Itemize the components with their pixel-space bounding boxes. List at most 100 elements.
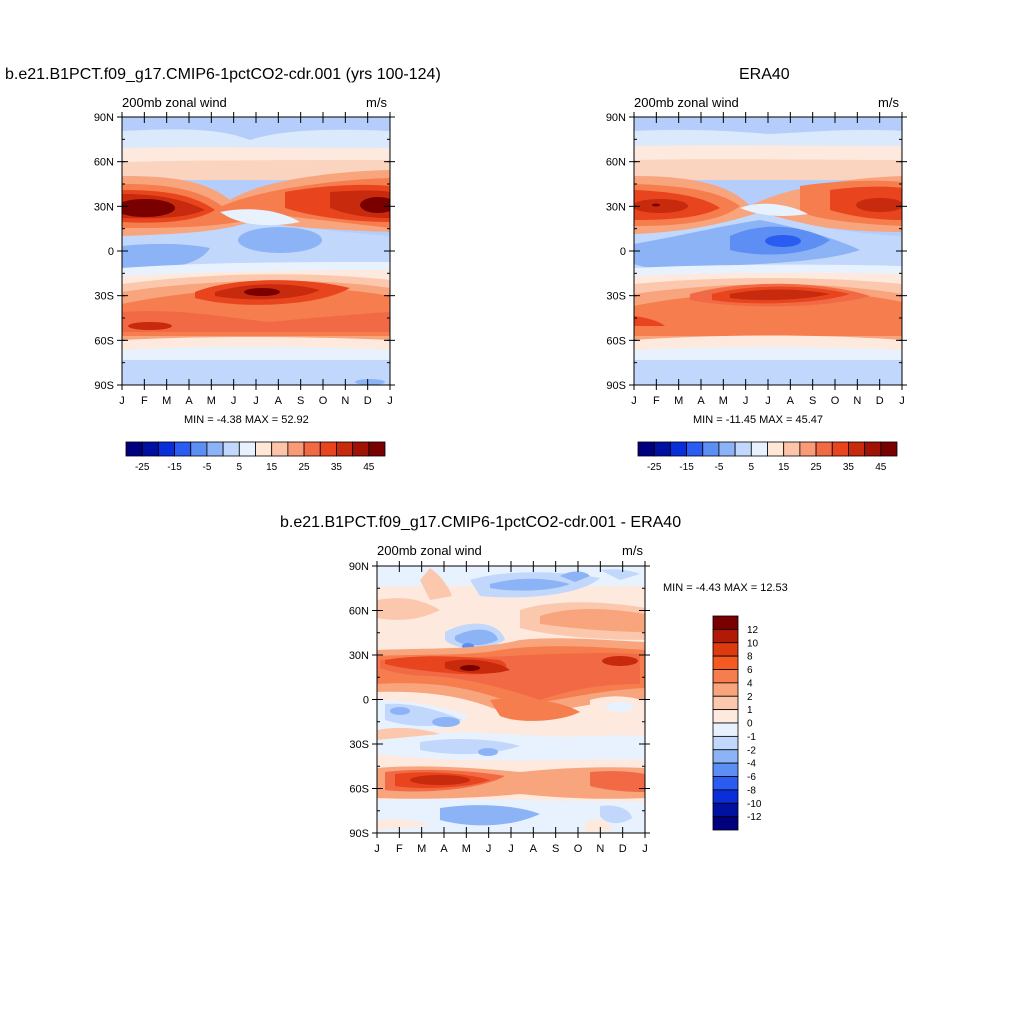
x-tick-label: N — [853, 395, 861, 407]
x-tick-label: F — [396, 843, 403, 855]
panel2-colorbar: -25 -15 -5 5 15 25 35 45 — [637, 441, 898, 473]
colorbar-label: -1 — [747, 732, 756, 743]
colorbar-swatch — [848, 441, 866, 457]
colorbar-swatch — [669, 441, 687, 457]
colorbar-swatch — [157, 441, 175, 457]
colorbar-swatch — [712, 776, 739, 791]
x-tick-label: J — [374, 843, 380, 855]
x-tick-label: J — [899, 395, 905, 407]
x-tick-label: J — [119, 395, 125, 407]
panel2-title: ERA40 — [739, 66, 790, 83]
colorbar-swatch — [319, 441, 337, 457]
colorbar-label: 35 — [843, 462, 855, 473]
y-tick-label: 90N — [606, 112, 626, 124]
x-tick-label: J — [642, 843, 648, 855]
colorbar-swatch — [712, 709, 739, 724]
x-tick-label: M — [719, 395, 728, 407]
x-tick-label: J — [231, 395, 237, 407]
y-tick-label: 60N — [606, 157, 626, 169]
panel2-minmax: MIN = -11.45 MAX = 45.47 — [693, 414, 824, 426]
colorbar-label: 15 — [266, 462, 278, 473]
colorbar-label: 5 — [749, 462, 755, 473]
colorbar-swatch — [287, 441, 305, 457]
panel1-axes: 90N 60N 30N 0 30S 60S 90S J F M A M J J A S O N D J — [94, 112, 395, 407]
y-tick-label: 30N — [94, 201, 114, 213]
colorbar-swatch — [352, 441, 370, 457]
colorbar-label: 10 — [747, 638, 759, 649]
colorbar-swatch — [718, 441, 736, 457]
colorbar-label: 2 — [747, 692, 753, 703]
panel3-minmax: MIN = -4.43 MAX = 12.53 — [663, 582, 788, 594]
colorbar-swatch — [653, 441, 671, 457]
colorbar-swatch — [712, 722, 739, 737]
colorbar-swatch — [712, 802, 739, 818]
x-tick-label: J — [387, 395, 393, 407]
x-tick-label: A — [697, 395, 705, 407]
colorbar-swatch — [734, 441, 752, 457]
colorbar-swatch — [712, 642, 739, 657]
y-tick-label: 90N — [94, 112, 114, 124]
colorbar-label: -12 — [747, 812, 762, 823]
colorbar-swatch — [712, 615, 739, 630]
y-tick-label: 30S — [349, 739, 369, 751]
panel1-variable-label: 200mb zonal wind — [122, 95, 227, 110]
colorbar-swatch — [336, 441, 354, 457]
colorbar-label: 25 — [299, 462, 311, 473]
colorbar-label: 35 — [331, 462, 343, 473]
x-tick-label: N — [596, 843, 604, 855]
colorbar-swatch — [368, 441, 386, 457]
colorbar-swatch — [880, 441, 898, 457]
panel3-title: b.e21.B1PCT.f09_g17.CMIP6-1pctCO2-cdr.00… — [280, 514, 682, 531]
y-tick-label: 0 — [620, 246, 626, 258]
colorbar-swatch — [783, 441, 801, 457]
y-tick-label: 0 — [363, 695, 369, 707]
panel1-colorbar: -25 -15 -5 5 15 25 35 45 — [125, 441, 386, 473]
colorbar-label: -8 — [747, 785, 756, 796]
colorbar-label: -5 — [714, 462, 723, 473]
x-tick-label: O — [831, 395, 840, 407]
colorbar-swatch — [831, 441, 849, 457]
x-tick-label: M — [207, 395, 216, 407]
colorbar-label: 6 — [747, 665, 753, 676]
colorbar-swatch — [864, 441, 882, 457]
y-tick-label: 30S — [606, 291, 626, 303]
colorbar-label: -6 — [747, 772, 756, 783]
x-tick-label: J — [765, 395, 771, 407]
panel2-units-label: m/s — [878, 95, 899, 110]
colorbar-swatch — [303, 441, 321, 457]
colorbar-label: -2 — [747, 745, 756, 756]
colorbar-label: 0 — [747, 719, 753, 730]
y-tick-label: 30N — [349, 650, 369, 662]
colorbar-swatch — [125, 441, 143, 457]
x-tick-label: O — [574, 843, 583, 855]
x-tick-label: D — [364, 395, 372, 407]
y-tick-label: 60N — [349, 606, 369, 618]
colorbar-label: 5 — [237, 462, 243, 473]
y-tick-label: 90S — [349, 828, 369, 840]
colorbar-swatch — [222, 441, 240, 457]
colorbar-swatch — [712, 789, 739, 804]
panel3-axes: 90N 60N 30N 0 30S 60S 90S J F M A M J J A S O N D J — [349, 561, 650, 855]
colorbar-swatch — [712, 816, 739, 831]
y-tick-label: 90N — [349, 561, 369, 573]
panel2-axes: 90N 60N 30N 0 30S 60S 90S J F M A M J J A S O N D J — [606, 112, 907, 407]
panel1-units-label: m/s — [366, 95, 387, 110]
colorbar-swatch — [712, 628, 739, 644]
colorbar-swatch — [712, 655, 739, 670]
y-tick-label: 0 — [108, 246, 114, 258]
colorbar-swatch — [637, 441, 655, 457]
y-tick-label: 90S — [94, 380, 114, 392]
panel1-title: b.e21.B1PCT.f09_g17.CMIP6-1pctCO2-cdr.00… — [5, 66, 441, 83]
colorbar-swatch — [712, 695, 739, 711]
colorbar-swatch — [206, 441, 224, 457]
panel3-units-label: m/s — [622, 543, 643, 558]
colorbar-swatch — [702, 441, 720, 457]
x-tick-label: A — [440, 843, 448, 855]
colorbar-swatch — [238, 441, 256, 457]
y-tick-label: 60S — [349, 784, 369, 796]
colorbar-swatch — [141, 441, 159, 457]
colorbar-label: 45 — [875, 462, 887, 473]
colorbar-label: -10 — [747, 799, 762, 810]
